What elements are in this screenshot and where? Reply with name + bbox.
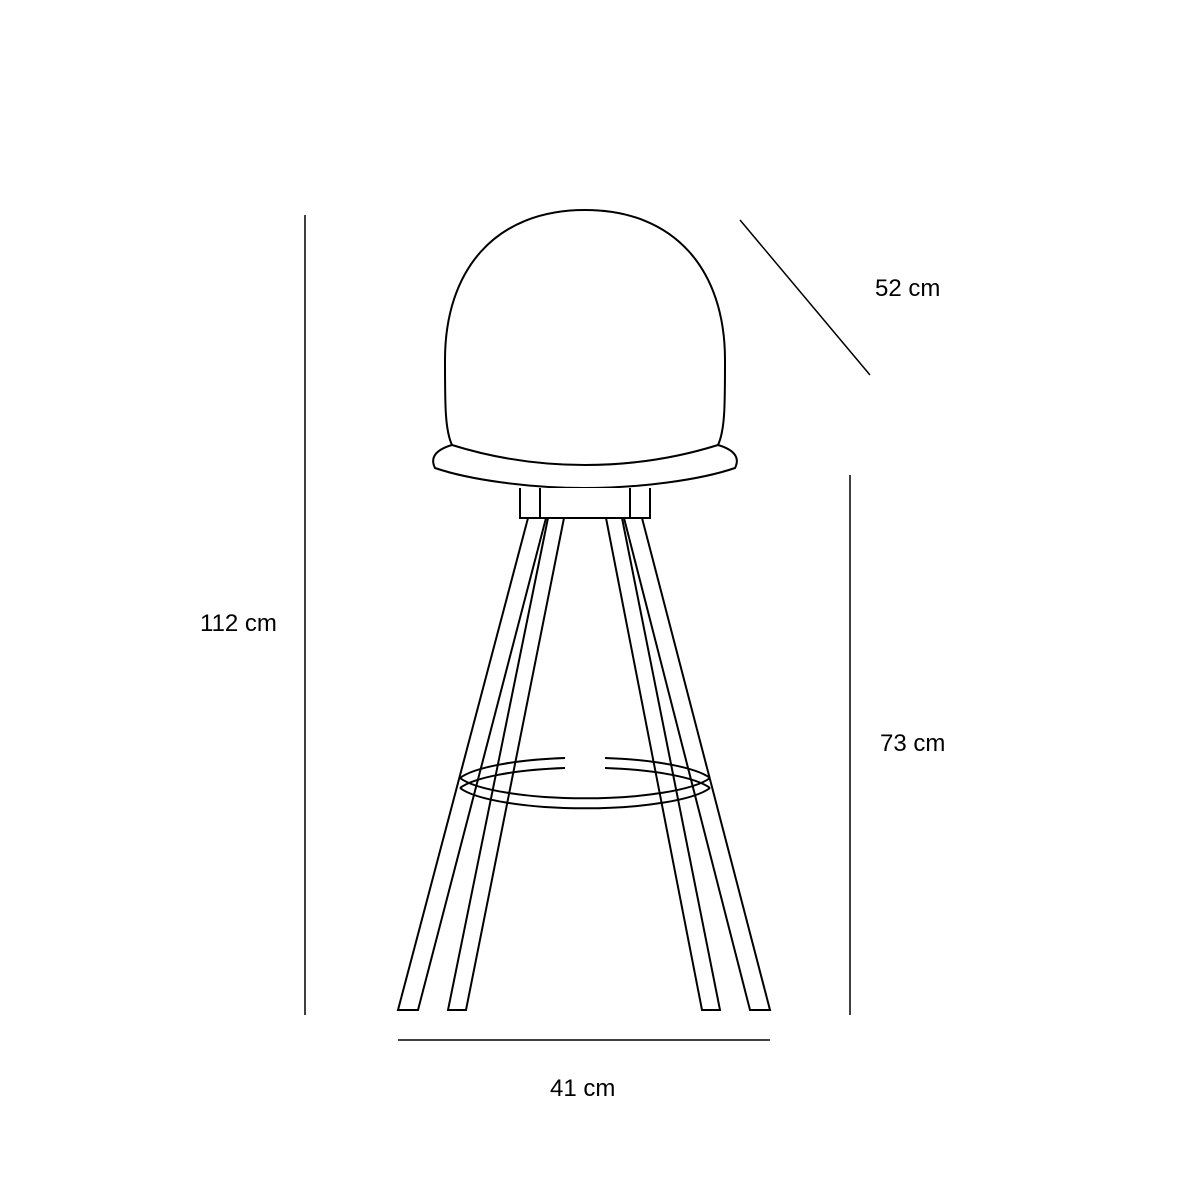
dim-backrest-depth: 52 cm [875,275,940,303]
dim-total-height: 112 cm [200,610,277,638]
dim-width: 41 cm [550,1075,615,1103]
legs [398,518,770,1010]
stool-dimension-diagram [0,0,1200,1200]
seat-shell [433,210,737,488]
dim-seat-height: 73 cm [880,730,945,758]
stool-outline [398,210,770,1010]
